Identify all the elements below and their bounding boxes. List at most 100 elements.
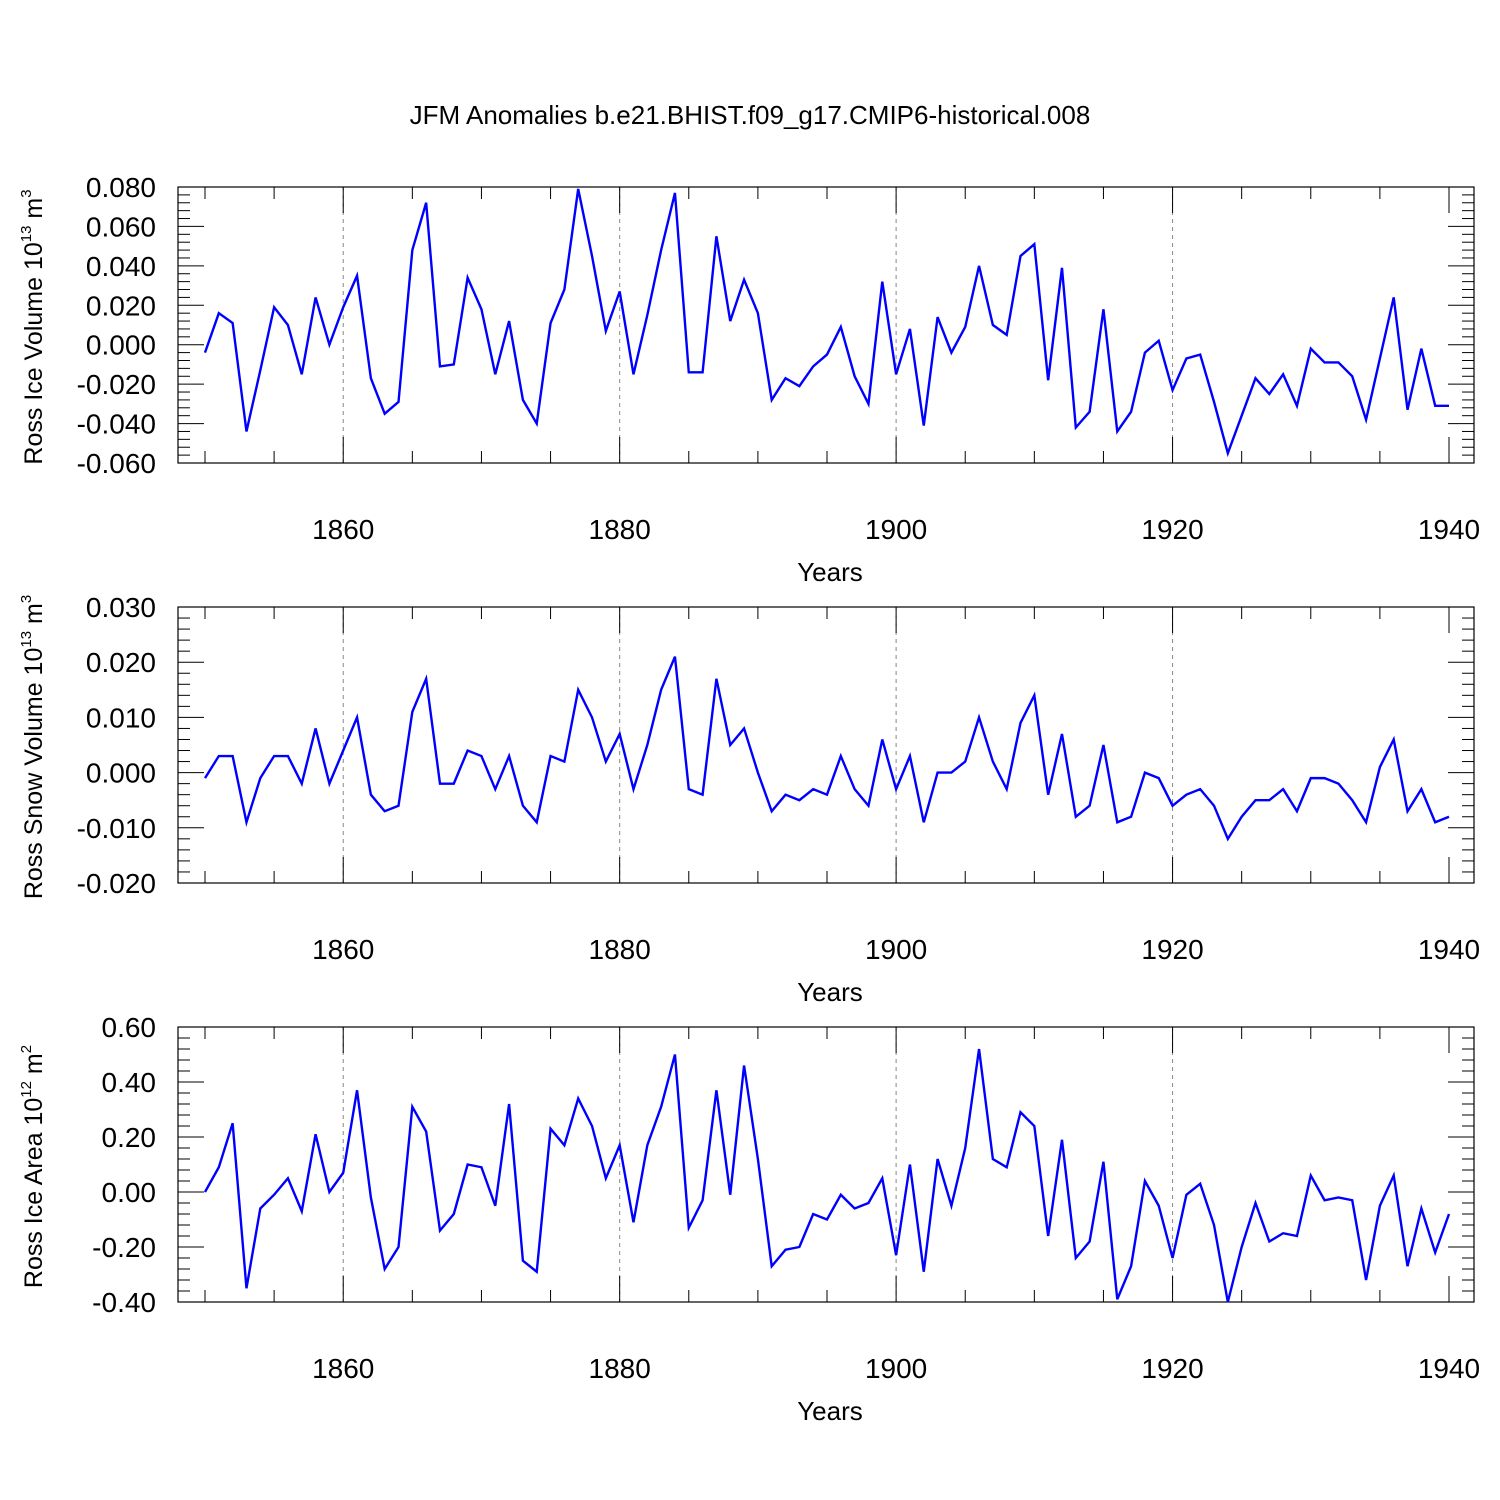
data-point xyxy=(1448,405,1450,407)
y-axis-title-unit-exponent: 3 xyxy=(18,595,35,603)
data-point xyxy=(964,326,966,328)
data-point xyxy=(909,755,911,757)
data-point xyxy=(1393,738,1395,740)
data-point xyxy=(439,365,441,367)
data-point xyxy=(218,1166,220,1168)
data-point xyxy=(536,1271,538,1273)
y-tick-label: -0.020 xyxy=(77,369,156,400)
y-axis-title-text: Ross Ice Area 10 xyxy=(20,1098,48,1288)
data-point xyxy=(218,755,220,757)
data-point xyxy=(453,782,455,784)
data-point xyxy=(978,265,980,267)
y-tick-label: 0.60 xyxy=(102,1012,157,1043)
data-point xyxy=(1296,405,1298,407)
data-point xyxy=(1337,782,1339,784)
figure-title: JFM Anomalies b.e21.BHIST.f09_g17.CMIP6-… xyxy=(410,100,1091,130)
data-point xyxy=(964,760,966,762)
data-point xyxy=(522,399,524,401)
data-point xyxy=(646,744,648,746)
data-point xyxy=(1240,414,1242,416)
y-axis-title-unit: m xyxy=(20,198,48,226)
data-point xyxy=(314,1133,316,1135)
data-point xyxy=(632,373,634,375)
data-point xyxy=(1158,777,1160,779)
data-point xyxy=(743,727,745,729)
data-point xyxy=(936,1158,938,1160)
y-tick-label: 0.030 xyxy=(86,592,156,623)
data-point xyxy=(964,1147,966,1149)
data-point xyxy=(992,324,994,326)
data-point xyxy=(591,255,593,257)
plot-frame xyxy=(177,1026,1475,1303)
data-point xyxy=(231,1122,233,1124)
data-point xyxy=(231,755,233,757)
y-tick-label: 0.020 xyxy=(86,647,156,678)
y-tick-label: 0.40 xyxy=(102,1067,157,1098)
data-point xyxy=(1130,411,1132,413)
data-point xyxy=(1323,777,1325,779)
data-point xyxy=(301,782,303,784)
data-point xyxy=(895,1254,897,1256)
data-point xyxy=(674,192,676,194)
data-point xyxy=(826,793,828,795)
plot-frame xyxy=(177,186,1475,464)
data-point xyxy=(549,322,551,324)
data-point xyxy=(411,711,413,713)
data-point xyxy=(342,749,344,751)
panel-2: 1860 1880 1900 1920 1940 -0.020 -0.010 0.000 0.0… xyxy=(18,592,1480,1007)
data-point xyxy=(660,249,662,251)
data-point xyxy=(936,316,938,318)
data-point xyxy=(1365,1279,1367,1281)
y-axis-title-exponent: 13 xyxy=(18,226,35,243)
series-line xyxy=(203,188,1449,458)
data-point xyxy=(342,306,344,308)
data-point xyxy=(1254,799,1256,801)
data-point xyxy=(577,1097,579,1099)
data-point xyxy=(1393,296,1395,298)
data-point xyxy=(729,320,731,322)
y-axis-title-exponent: 12 xyxy=(18,1081,35,1098)
data-point xyxy=(1420,347,1422,349)
x-tick-label: 1940 xyxy=(1418,934,1480,965)
data-point xyxy=(397,401,399,403)
y-axis-title: Ross Snow Volume 1013 m3 xyxy=(18,595,48,899)
data-point xyxy=(784,377,786,379)
data-point xyxy=(370,1196,372,1198)
data-point xyxy=(1448,816,1450,818)
x-tick-label: 1920 xyxy=(1141,514,1203,545)
data-point xyxy=(757,1158,759,1160)
data-point xyxy=(1379,357,1381,359)
data-point xyxy=(826,1218,828,1220)
data-point xyxy=(1365,821,1367,823)
data-point xyxy=(301,373,303,375)
x-tick-label: 1900 xyxy=(865,934,927,965)
y-axis-title-text: Ross Ice Volume 10 xyxy=(20,242,48,464)
data-point xyxy=(978,1048,980,1050)
data-point xyxy=(522,1260,524,1262)
data-point xyxy=(1185,357,1187,359)
data-point xyxy=(204,351,206,353)
data-point xyxy=(1185,1194,1187,1196)
data-point xyxy=(383,810,385,812)
data-point xyxy=(1185,793,1187,795)
data-point xyxy=(411,1106,413,1108)
data-point xyxy=(1102,308,1104,310)
data-point xyxy=(522,805,524,807)
data-point xyxy=(867,1202,869,1204)
x-tick-label: 1900 xyxy=(865,514,927,545)
data-point xyxy=(701,1199,703,1201)
y-tick-label: 0.00 xyxy=(102,1177,157,1208)
data-point xyxy=(826,353,828,355)
data-point xyxy=(1213,805,1215,807)
data-point xyxy=(1088,805,1090,807)
data-point xyxy=(771,1265,773,1267)
x-tick-label: 1920 xyxy=(1141,934,1203,965)
data-point xyxy=(1005,788,1007,790)
data-point xyxy=(1005,334,1007,336)
y-axis-title: Ross Ice Volume 1013 m3 xyxy=(18,189,48,464)
x-axis-title: Years xyxy=(797,1396,863,1426)
data-point xyxy=(618,1144,620,1146)
data-point xyxy=(1130,816,1132,818)
y-axis-title-text: Ross Snow Volume 10 xyxy=(20,648,48,900)
y-tick-label: 0.080 xyxy=(86,172,156,203)
